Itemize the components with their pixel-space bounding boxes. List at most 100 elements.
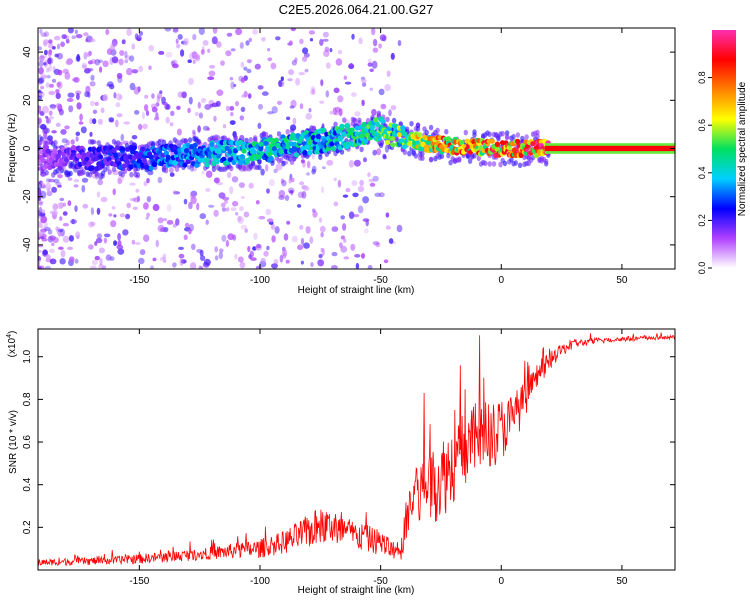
spectrogram-blob xyxy=(90,139,95,145)
spectrogram-blob xyxy=(166,204,172,212)
spectrogram-blob xyxy=(40,55,47,59)
spectrogram-blob xyxy=(90,207,94,216)
snr-y-scale: (x104) xyxy=(6,331,18,358)
spectrogram-blob xyxy=(125,213,131,220)
spectrogram-blob xyxy=(325,90,330,98)
spectrogram-blob xyxy=(361,253,365,259)
snr-x-ticks: -150 -100 -50 0 50 xyxy=(129,329,628,587)
spectrogram-blob xyxy=(344,81,352,85)
spectrogram-blob xyxy=(459,140,465,146)
spectrogram-blob xyxy=(303,186,310,191)
spectrogram-blob xyxy=(74,205,78,213)
spectrogram-blob xyxy=(155,239,159,248)
spectrogram-blob xyxy=(188,77,194,86)
spectrogram-blob xyxy=(55,92,61,100)
spectrogram-blob xyxy=(38,55,45,62)
spectrogram-blob xyxy=(312,208,316,213)
spectrogram-blob xyxy=(287,187,295,194)
spectrogram-blob xyxy=(38,265,42,269)
spectrogram-blob xyxy=(280,76,284,81)
spectrogram-blob xyxy=(322,166,326,170)
spectrogram-blob xyxy=(371,28,376,36)
spectrogram-blob xyxy=(273,258,279,265)
spectrogram-blob xyxy=(66,98,74,102)
spectrogram-blob xyxy=(44,49,48,56)
spectrogram-blob xyxy=(222,196,230,201)
spectrogram-blob xyxy=(39,29,43,34)
spectrogram-blob xyxy=(302,150,308,156)
spectrogram-blob xyxy=(390,105,397,111)
spectrogram-blob xyxy=(140,146,146,152)
spectrogram-blob xyxy=(203,258,211,266)
spectrogram-blob xyxy=(136,35,142,42)
spectrogram-blob xyxy=(112,188,116,196)
spectrogram-blob xyxy=(151,93,155,99)
spectrogram-blob xyxy=(87,68,94,72)
spectrogram-blob xyxy=(38,182,42,190)
spectrogram-blob xyxy=(124,59,129,64)
spectrogram-blob xyxy=(219,248,224,253)
spectrogram-blob xyxy=(261,37,266,42)
spectrogram-blob xyxy=(48,116,55,120)
spectrogram-blob xyxy=(45,137,51,141)
spectrogram-blob xyxy=(208,204,215,208)
spectrogram-blob xyxy=(62,68,69,74)
spectrogram-blob xyxy=(121,39,126,45)
spectrogram-blob xyxy=(229,106,235,111)
spectrogram-blob xyxy=(351,180,358,187)
spectrogram-blob xyxy=(237,256,244,263)
spectrogram-blob xyxy=(194,53,201,62)
spectrogram-blob xyxy=(221,234,227,242)
spectrogram-blob xyxy=(74,258,79,264)
spectrogram-blob xyxy=(57,174,63,179)
spectrogram-blob xyxy=(187,137,193,143)
spectrogram-blob xyxy=(57,184,62,188)
spectrogram-blob xyxy=(131,69,139,74)
spectrogram-blob xyxy=(175,218,180,226)
spectrogram-blob xyxy=(105,254,112,261)
spectrogram-blob xyxy=(214,246,218,253)
spectrogram-blob xyxy=(187,59,192,63)
spectrogram-blob xyxy=(391,117,397,124)
spectrogram-blob xyxy=(99,258,103,266)
spectrogram-blob xyxy=(191,243,196,250)
spectrogram-blob xyxy=(118,94,123,100)
spectrogram-blob xyxy=(158,50,165,55)
spectrogram-blob xyxy=(489,138,495,144)
spectrogram-blob xyxy=(305,226,311,234)
spectrogram-blob xyxy=(45,82,50,88)
spectrogram-blob xyxy=(161,96,166,104)
spectrogram-blob xyxy=(48,110,53,116)
spectrogram-blob xyxy=(199,255,206,261)
spectrogram-blob xyxy=(213,177,220,184)
spectrogram-blob xyxy=(169,122,174,127)
spectrogram-blob xyxy=(340,235,345,240)
spectrogram-blob xyxy=(59,258,66,265)
spectrogram-blob xyxy=(206,127,210,131)
spectrogram-blob xyxy=(355,262,360,269)
spectrogram-blob xyxy=(246,59,252,64)
spectrogram-blob xyxy=(196,138,201,145)
x-tick-label: -50 xyxy=(373,576,388,587)
spectrogram-blob xyxy=(79,113,83,122)
spectrogram-blob xyxy=(157,92,163,99)
spectrogram-blob xyxy=(91,259,98,266)
spectrogram-blob xyxy=(209,65,216,69)
spectrogram-blob xyxy=(100,196,108,203)
spectrogram-blob xyxy=(90,38,96,43)
spectrogram-blob xyxy=(311,88,315,95)
spectrogram-blob xyxy=(401,131,408,137)
spectrogram-blob xyxy=(401,144,408,150)
spectrogram-blob xyxy=(285,129,290,135)
spectrogram-blob xyxy=(284,194,290,201)
spectrogram-blob xyxy=(51,78,57,83)
spectrogram-blob xyxy=(292,146,298,152)
spectrogram-blob xyxy=(129,55,135,62)
spectrogram-blob xyxy=(131,145,137,151)
spectrogram-blob xyxy=(164,28,172,32)
spectrogram-blob xyxy=(56,43,61,50)
spectrogram-blob xyxy=(289,128,295,134)
spectrogram-blob xyxy=(55,181,62,186)
spectrogram-blob xyxy=(98,263,104,269)
